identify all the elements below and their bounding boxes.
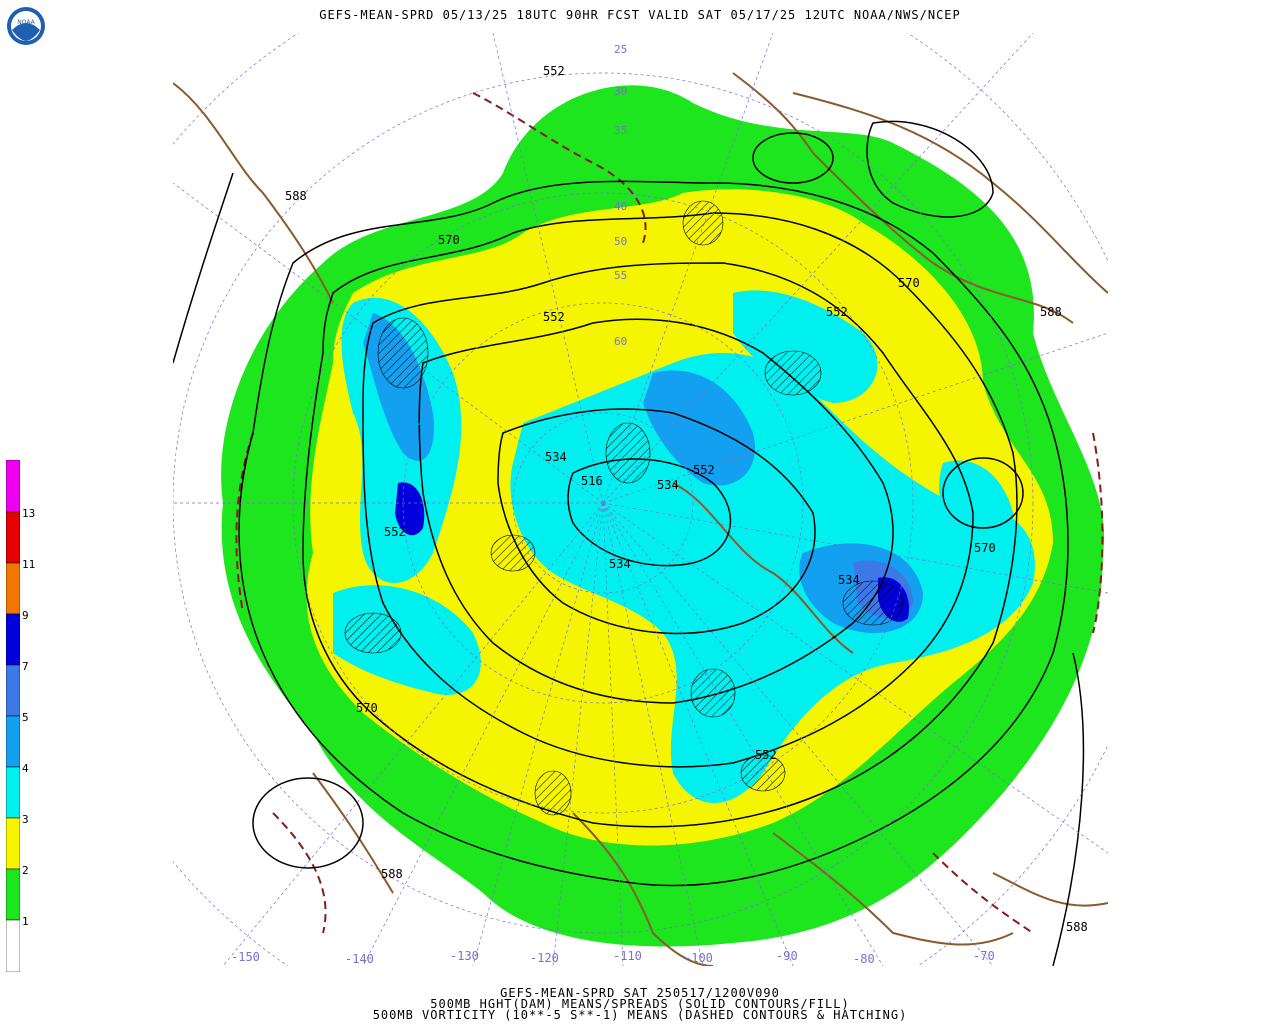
lon-label: -150 (231, 950, 260, 964)
legend-label: 3 (22, 813, 29, 826)
lat-label: 30 (614, 85, 627, 98)
lon-label: -110 (613, 949, 642, 963)
lat-label: 35 (614, 124, 627, 137)
legend-label: 5 (22, 711, 29, 724)
legend-label: 11 (22, 558, 36, 571)
spread-fill-3d (733, 290, 878, 403)
contour-label: 534 (609, 557, 631, 571)
legend-label: 2 (22, 864, 29, 877)
contour-label: 552 (693, 463, 715, 477)
lat-label: 55 (614, 269, 627, 282)
footer-line-1: GEFS-MEAN-SPRD SAT 250517/1200V090 (500, 986, 780, 1000)
noaa-logo: NOAA (7, 7, 45, 45)
legend-label: 7 (22, 660, 29, 673)
contour-label: 570 (898, 276, 920, 290)
contour-labels: 588 570 552 534 516 552 534 552 570 588 … (285, 64, 1088, 934)
lat-lon-grid (173, 33, 1108, 966)
lon-label: -90 (776, 949, 798, 963)
footer-line-2: 500MB HGHT(DAM) MEANS/SPREADS (SOLID CON… (430, 997, 850, 1011)
spread-fill-3c (333, 585, 481, 695)
spread-fill-7a (395, 482, 425, 536)
contour-label: 588 (381, 867, 403, 881)
lon-label: -140 (345, 952, 374, 966)
contour-label: 552 (826, 305, 848, 319)
spread-fill-4b (643, 370, 755, 486)
legend-label: 1 (22, 915, 29, 928)
footer-line-3: 500MB VORTICITY (10**-5 S**-1) MEANS (DA… (372, 1008, 908, 1022)
legend-label: 4 (22, 762, 29, 775)
contour-label: 552 (755, 748, 777, 762)
chart-title: GEFS-MEAN-SPRD 05/13/25 18UTC 90HR FCST … (319, 8, 961, 22)
contour-label: 534 (838, 573, 860, 587)
legend-label: 13 (22, 507, 36, 520)
polar-map: -150 -140 -130 -120 -110 -100 -90 -80 -7… (173, 33, 1108, 966)
contour-label: 552 (543, 310, 565, 324)
contour-label: 570 (356, 701, 378, 715)
contour-label: 516 (581, 474, 603, 488)
spread-fill-3e (939, 460, 1013, 547)
lon-label: -120 (530, 951, 559, 965)
vorticity-hatching (344, 200, 904, 816)
lat-label: 50 (614, 235, 627, 248)
longitude-labels: -150 -140 -130 -120 -110 -100 -90 -80 -7… (231, 949, 995, 966)
contour-label: 552 (384, 525, 406, 539)
contour-label: 552 (543, 64, 565, 78)
contour-label: 588 (1040, 305, 1062, 319)
legend-label: 9 (22, 609, 29, 622)
lon-label: -100 (684, 951, 713, 965)
lon-label: -80 (853, 952, 875, 966)
contour-label: 588 (285, 189, 307, 203)
lat-label: 25 (614, 43, 627, 56)
lon-label: -130 (450, 949, 479, 963)
height-contours (173, 120, 1085, 966)
contour-label: 534 (545, 450, 567, 464)
contour-label: 570 (438, 233, 460, 247)
logo-text: NOAA (17, 19, 35, 26)
lat-label: 60 (614, 335, 627, 348)
spread-legend (6, 460, 20, 972)
contour-label: 570 (974, 541, 996, 555)
latitude-labels: 25 30 35 40 50 55 60 (614, 43, 627, 348)
lat-label: 40 (614, 200, 627, 213)
lon-label: -70 (973, 949, 995, 963)
contour-label: 588 (1066, 920, 1088, 934)
contour-label: 534 (657, 478, 679, 492)
vorticity-dashed-contours (235, 92, 1104, 934)
